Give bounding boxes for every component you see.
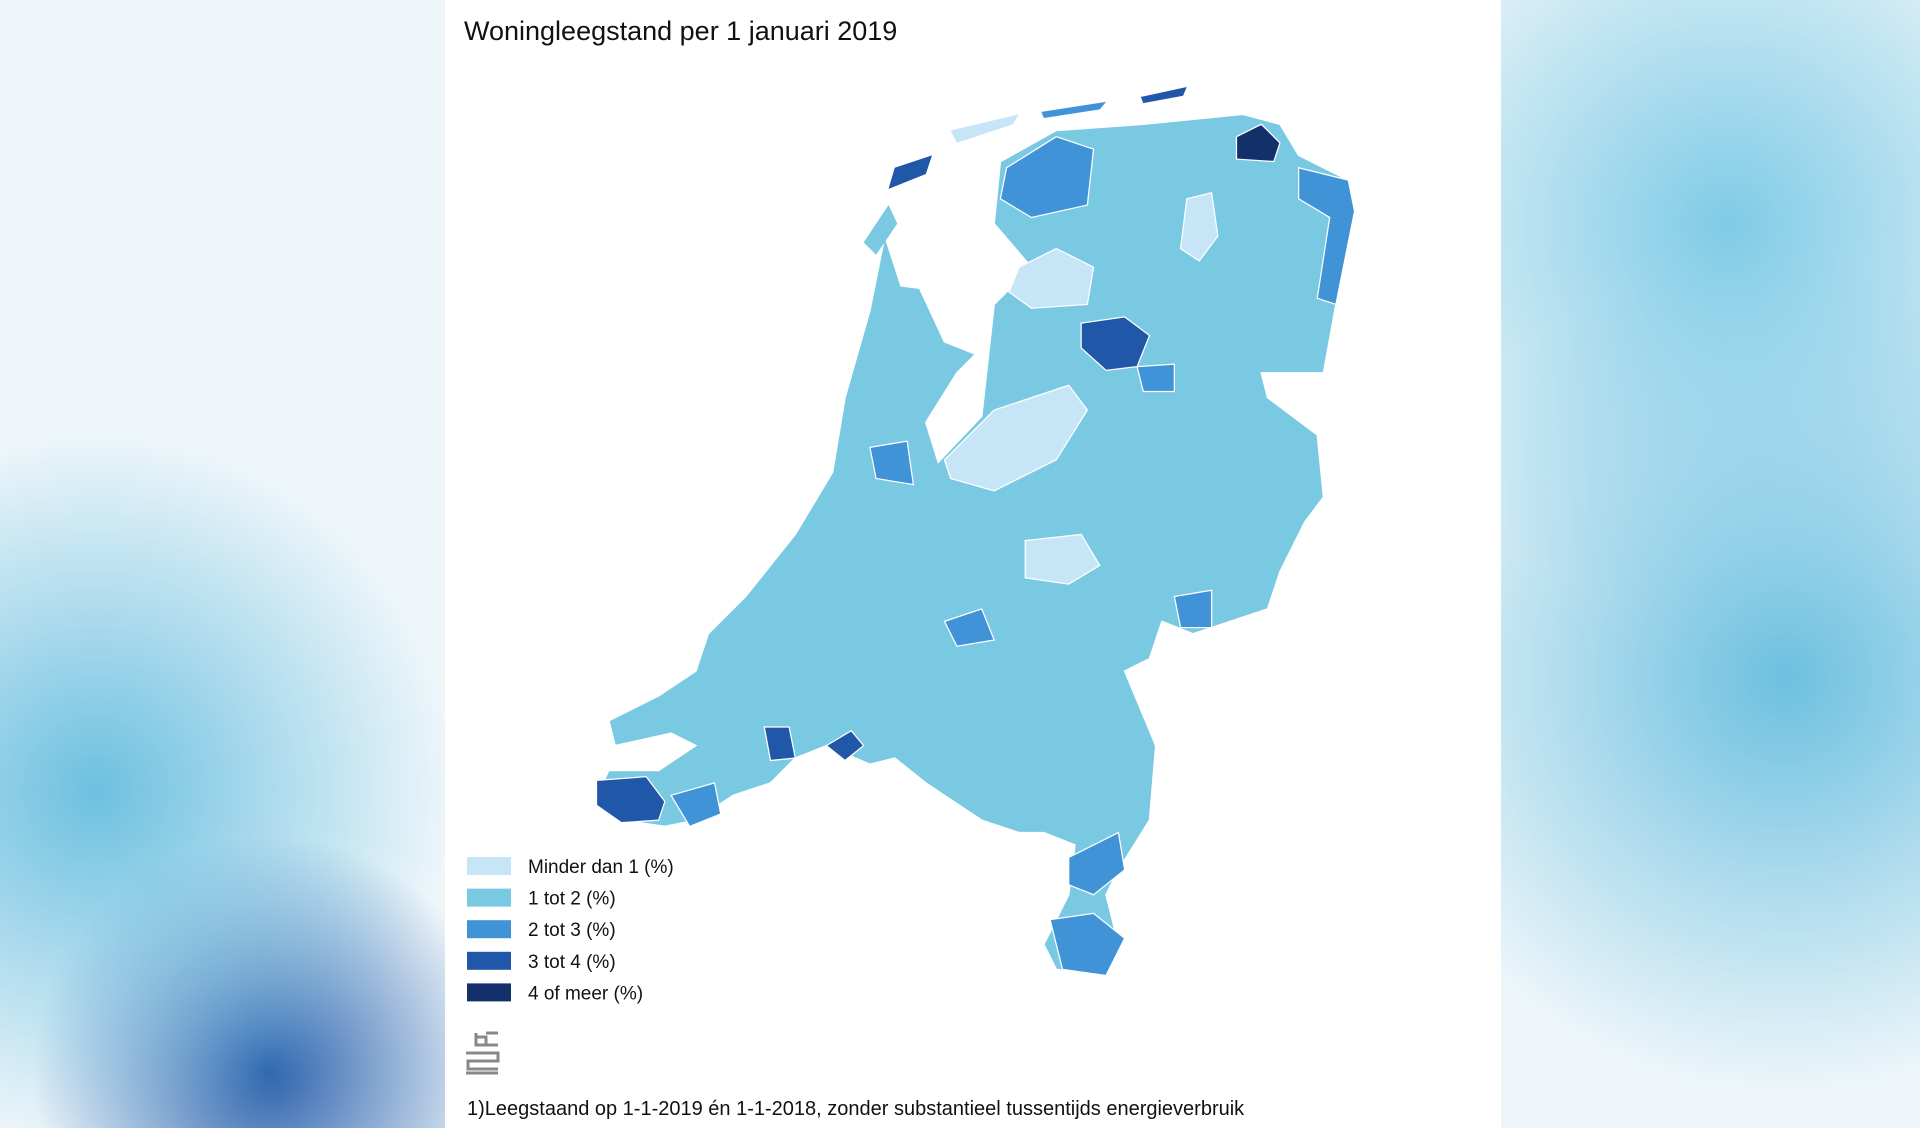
legend-swatch bbox=[467, 888, 511, 907]
legend-label: Minder dan 1 (%) bbox=[528, 857, 674, 878]
legend-swatch bbox=[467, 983, 511, 1002]
legend-label: 2 tot 3 (%) bbox=[528, 920, 616, 941]
footnote: 1)Leegstaand op 1-1-2019 én 1-1-2018, zo… bbox=[467, 1098, 1245, 1120]
legend-label: 3 tot 4 (%) bbox=[528, 952, 616, 973]
legend-swatch bbox=[467, 951, 511, 970]
cbs-logo bbox=[466, 1031, 500, 1075]
netherlands-map bbox=[595, 86, 1356, 977]
legend-swatch bbox=[467, 857, 511, 875]
map-title: Woningleegstand per 1 januari 2019 bbox=[464, 16, 897, 46]
map-figure: Woningleegstand per 1 januari 2019 1)Lee… bbox=[464, 16, 1356, 1120]
map-panel: Woningleegstand per 1 januari 2019 1)Lee… bbox=[445, 0, 1501, 1128]
legend-swatch bbox=[467, 920, 511, 939]
legend-label: 1 tot 2 (%) bbox=[528, 889, 616, 910]
legend-label: 4 of meer (%) bbox=[528, 983, 643, 1004]
